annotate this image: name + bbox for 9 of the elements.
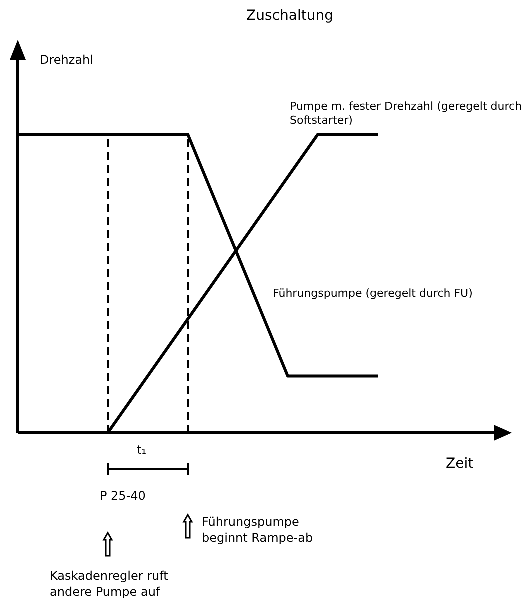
series-label: Führungspumpe (geregelt durch FU) [273, 287, 474, 301]
text: Drehzahl [40, 52, 94, 68]
text: Kaskadenregler ruft andere Pumpe auf [50, 568, 170, 600]
x-axis-title: Zeit [446, 456, 474, 472]
chart-title: Zuschaltung [246, 8, 334, 24]
text: Führungspumpe beginnt Rampe-ab [202, 514, 314, 546]
text: P 25-40 [100, 488, 146, 504]
text: Pumpe m. fester Drehzahl (geregelt durch Softstarter) [290, 100, 524, 128]
text: t₁ [137, 442, 147, 458]
